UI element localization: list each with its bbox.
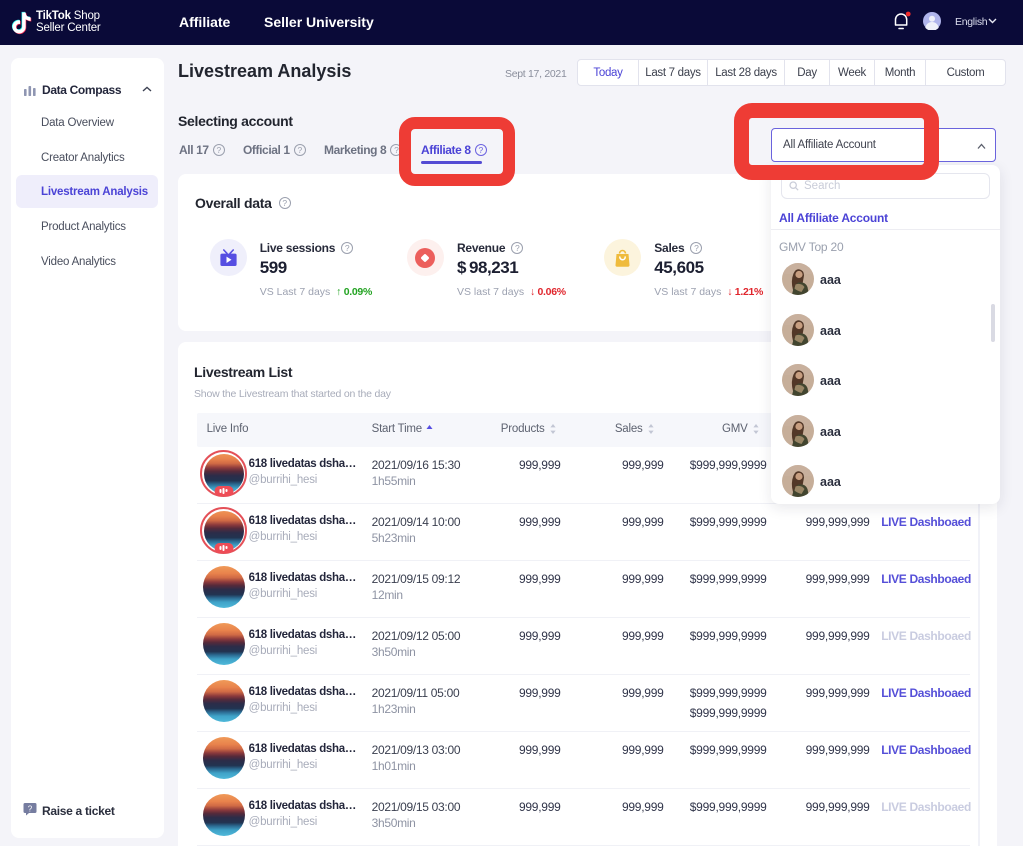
svg-text:?: ? <box>28 805 33 814</box>
